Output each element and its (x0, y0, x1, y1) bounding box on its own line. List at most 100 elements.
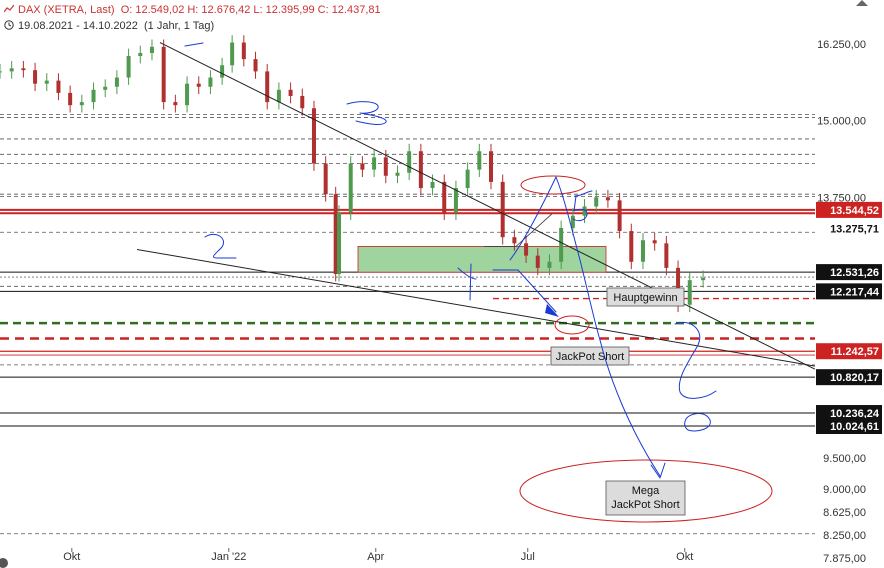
candle-body (430, 181, 435, 189)
trendline-lower (136, 248, 816, 367)
mega-jackpot-short-label: JackPot Short (611, 499, 679, 511)
price-label-bg (816, 264, 882, 281)
y-tick-label: 9.500,00 (823, 453, 866, 465)
candle-body (383, 157, 388, 176)
candle-body (276, 89, 281, 103)
y-tick-label: 8.250,00 (823, 530, 866, 542)
candle-body (372, 157, 377, 170)
candle-body (605, 197, 610, 201)
price-label-bg (816, 283, 882, 300)
price-label-bg (816, 201, 882, 218)
3.2 (492, 269, 557, 313)
target-ellipse (554, 315, 590, 335)
timeline-handle-icon[interactable] (0, 558, 8, 568)
candle-body (173, 102, 178, 106)
instrument-name: DAX (XETRA, Last) (18, 4, 115, 16)
candle-body (629, 231, 634, 262)
candle-body (594, 197, 599, 207)
candle-body (114, 77, 119, 87)
x-tick-label: Okt (63, 551, 80, 563)
2 (509, 176, 661, 477)
range-header: 19.08.2021 - 14.10.2022 (1 Jahr, 1 Tag) (4, 20, 214, 32)
candle-body (547, 261, 552, 268)
price-label: 11.242,57 (831, 346, 879, 358)
arrow-head-icon (545, 304, 559, 317)
price-label: 12.217,44 (830, 286, 880, 298)
candle-body (407, 151, 412, 173)
candle-body (640, 240, 645, 262)
candle-body (664, 243, 669, 268)
price-label-bg (816, 220, 882, 237)
price-label: 13.544,52 (830, 205, 879, 217)
candle-body (323, 163, 328, 195)
x-tick-label: Apr (367, 551, 384, 563)
candle-body (91, 89, 96, 103)
candle-body (701, 277, 706, 281)
y-tick-label: 15.000,00 (817, 116, 866, 128)
candle-body (477, 151, 482, 170)
candle-body (535, 255, 540, 268)
period-label: (1 Jahr, 1 Tag) (144, 20, 215, 32)
pointer-line (484, 213, 553, 247)
candle-body (0, 71, 2, 73)
x-tick-label: Okt (676, 551, 693, 563)
hauptgewinn-label: Hauptgewinn (613, 292, 677, 304)
y-tick-label: 9.000,00 (823, 484, 866, 496)
x-tick-label: Jan '22 (211, 551, 246, 563)
candle-body (337, 212, 342, 275)
mega-target-ellipse (519, 459, 773, 523)
mega-jackpot-short-label: Mega (632, 485, 660, 497)
candle-body (348, 163, 353, 213)
candle-body (44, 80, 49, 84)
chart-icon (4, 4, 14, 13)
mega-jackpot-short-box (605, 480, 686, 516)
candle-body (288, 89, 293, 96)
candle-body (33, 70, 38, 84)
date-range: 19.08.2021 - 14.10.2022 (18, 20, 138, 32)
price-label: 10.236,24 (830, 408, 880, 420)
candle-body (241, 42, 246, 60)
candle-body (138, 52, 143, 57)
price-label: 13.275,71 (830, 223, 879, 235)
candle-body (512, 237, 517, 244)
price-label: 10.024,61 (830, 421, 879, 433)
hauptgewinn-box (606, 287, 685, 307)
candle-body (617, 200, 622, 232)
candle-body (161, 46, 166, 103)
candle-body (9, 68, 14, 72)
price-label: 10.820,17 (830, 372, 879, 384)
candle-body (149, 46, 154, 53)
candle-body (500, 181, 505, 238)
price-label: 12.531,26 (830, 267, 879, 279)
candle-body (208, 77, 213, 87)
candle-body (395, 172, 400, 176)
candle-body (524, 243, 529, 256)
candle-body (265, 71, 270, 103)
candle-body (56, 80, 61, 93)
candle-body (465, 169, 470, 189)
y-tick-label: 16.250,00 (817, 39, 866, 51)
price-label-bg (816, 369, 882, 386)
candle-body (453, 188, 458, 213)
candle-body (570, 215, 575, 228)
candle-body (360, 163, 365, 170)
clock-icon (4, 20, 14, 30)
candle-body (220, 65, 225, 78)
y-tick-label: 7.875,00 (823, 553, 866, 565)
support-zone-box (357, 245, 607, 273)
trendline-upper (159, 42, 816, 370)
candle-body (333, 194, 338, 275)
candle-body (652, 240, 657, 244)
candle-body (442, 181, 447, 213)
y-tick-label: 13.750,00 (817, 192, 866, 204)
candle-body (300, 95, 305, 109)
jackpot-short-label: JackPot Short (556, 351, 624, 363)
candle-body (79, 102, 84, 106)
candle-body (103, 86, 108, 90)
scroll-up-icon[interactable] (856, 0, 868, 6)
candle-body (559, 227, 564, 262)
price-label-bg (816, 405, 882, 422)
candle-body (196, 83, 201, 87)
candle-body (418, 151, 423, 189)
